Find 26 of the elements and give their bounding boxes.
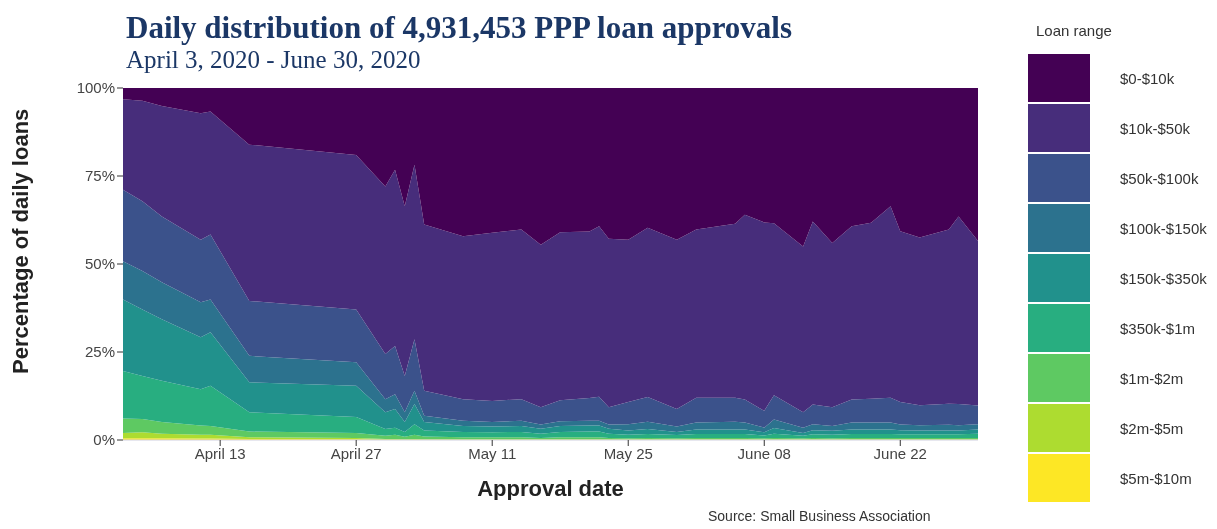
y-tick-label: 50% — [84, 255, 115, 273]
text: $1m-$2m — [1120, 369, 1184, 387]
x-tick-label: April 13 — [194, 444, 246, 462]
chart-title: Daily distribution of 4,931,453 PPP loan approvals — [126, 10, 793, 46]
text: $350k-$1m — [1120, 319, 1196, 337]
source-note: Source: Small Business Association — [708, 508, 931, 524]
y-tick-label: 100% — [76, 79, 115, 97]
text: $0-$10k — [1120, 69, 1175, 87]
text: $2m-$5m — [1120, 419, 1184, 437]
x-tick-label: April 27 — [330, 444, 382, 462]
x-axis-title: Approval date — [477, 476, 624, 501]
text: $100k-$150k — [1120, 219, 1207, 237]
y-axis-title: Percentage of daily loans — [7, 108, 33, 374]
y-tick-label: 0% — [93, 431, 115, 449]
text: $150k-$350k — [1120, 269, 1207, 287]
text: $10k-$50k — [1120, 119, 1191, 137]
text: $5m-$10m — [1120, 469, 1192, 487]
y-tick-label: 25% — [84, 343, 115, 361]
y-tick-label: 75% — [84, 167, 115, 185]
text: $50k-$100k — [1120, 169, 1199, 187]
chart-subtitle: April 3, 2020 - June 30, 2020 — [126, 46, 421, 74]
x-tick-label: June 08 — [737, 444, 791, 462]
x-tick-label: June 22 — [873, 444, 927, 462]
legend-title: Loan range — [1036, 22, 1113, 39]
x-tick-label: May 11 — [468, 444, 517, 462]
x-tick-label: May 25 — [603, 444, 653, 462]
